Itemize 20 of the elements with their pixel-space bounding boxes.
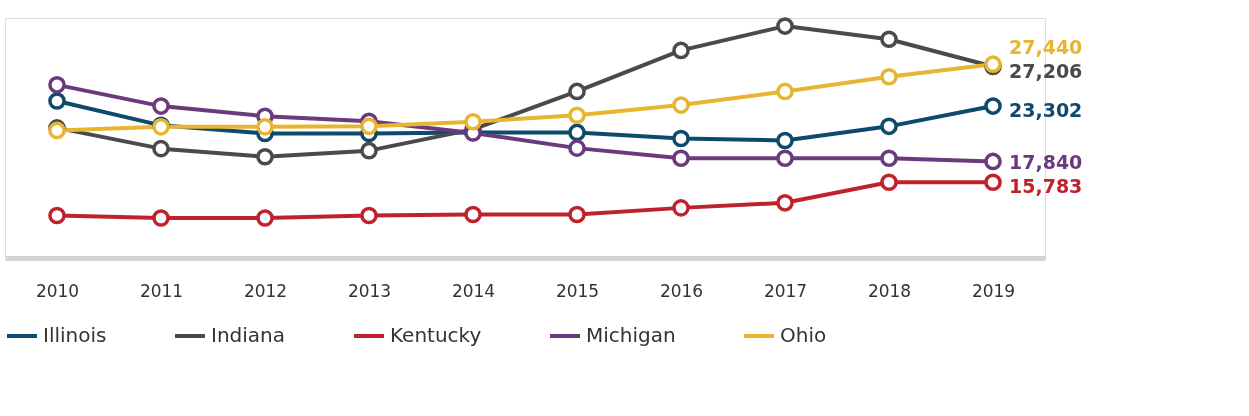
data-label: 15,783 bbox=[1009, 175, 1083, 198]
legend-label: Illinois bbox=[43, 323, 107, 347]
x-tick-label: 2019 bbox=[971, 280, 1016, 301]
x-tick-label: 2015 bbox=[555, 280, 600, 301]
legend-label: Ohio bbox=[780, 323, 827, 347]
x-tick-label: 2017 bbox=[763, 280, 808, 301]
x-tick-label: 2016 bbox=[659, 280, 704, 301]
x-tick-label: 2013 bbox=[347, 280, 392, 301]
data-label: 27,206 bbox=[1009, 59, 1083, 82]
legend-label: Indiana bbox=[211, 323, 286, 347]
data-label: 23,302 bbox=[1009, 99, 1083, 122]
x-tick-label: 2018 bbox=[867, 280, 912, 301]
data-label: 27,440 bbox=[1009, 35, 1083, 58]
x-tick-label: 2012 bbox=[243, 280, 288, 301]
x-tick-label: 2014 bbox=[451, 280, 496, 301]
legend-label: Kentucky bbox=[390, 323, 482, 347]
data-label: 17,840 bbox=[1009, 151, 1083, 174]
legend-label: Michigan bbox=[586, 323, 676, 347]
x-tick-label: 2011 bbox=[139, 280, 184, 301]
x-tick-label: 2010 bbox=[35, 280, 80, 301]
